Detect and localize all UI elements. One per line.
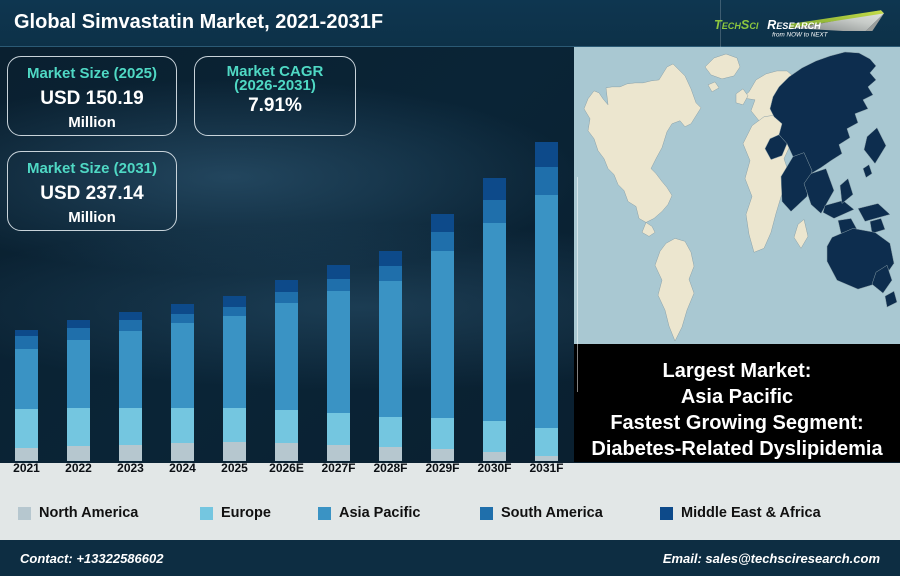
svg-text:RESEARCH: RESEARCH bbox=[767, 18, 821, 32]
svg-text:from NOW to NEXT: from NOW to NEXT bbox=[772, 32, 829, 39]
svg-text:TECHSCI: TECHSCI bbox=[714, 18, 759, 32]
